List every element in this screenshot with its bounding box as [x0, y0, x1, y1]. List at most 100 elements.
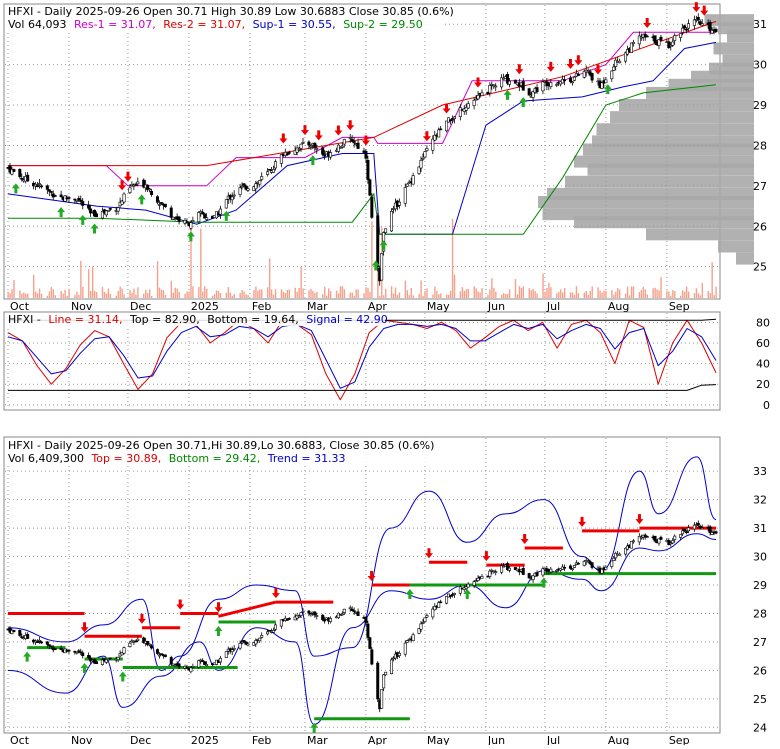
- volume-bar: [426, 288, 428, 298]
- volume-bar: [119, 286, 121, 298]
- price-candle-body: [561, 79, 565, 84]
- price-candle-body: [458, 107, 462, 117]
- trend-candle-body: [315, 615, 319, 617]
- price-candle-body: [417, 166, 421, 174]
- trend-candle-body: [26, 634, 30, 639]
- price-candle-body: [549, 82, 553, 87]
- volume-bar: [404, 280, 407, 298]
- trend-candle-body: [653, 535, 657, 542]
- trend-sell-arrow-icon: [424, 548, 433, 559]
- trend-trend-label: Trend = 31.33: [267, 452, 346, 465]
- sell-arrow-icon: [442, 103, 451, 114]
- trend-candle-body: [49, 645, 53, 648]
- volume-bar: [156, 261, 159, 298]
- price-x-tick-label: Aug: [608, 300, 629, 313]
- volume-bar: [286, 290, 289, 298]
- volume-profile: [538, 14, 754, 265]
- trend-candle-body: [488, 570, 492, 577]
- volume-bar: [398, 292, 401, 298]
- volume-bar: [192, 286, 194, 298]
- price-candle-body: [232, 194, 236, 197]
- volume-bar: [322, 294, 324, 298]
- trend-candle-body: [73, 650, 77, 653]
- volume-bar: [501, 294, 503, 298]
- price-candle-body: [134, 184, 138, 186]
- trend-candle-body: [458, 586, 462, 594]
- volume-bar: [272, 294, 275, 298]
- trend-candle-body: [224, 651, 228, 658]
- volume-bar: [392, 293, 395, 298]
- price-candle-body: [230, 196, 234, 201]
- volume-bar: [211, 295, 214, 298]
- trend-candle-body: [120, 652, 124, 656]
- trend-candle-body: [191, 665, 195, 668]
- trend-candle-body: [366, 623, 370, 638]
- volume-bar: [674, 291, 676, 298]
- price-candle-body: [637, 35, 641, 45]
- volume-bar: [693, 293, 696, 298]
- price-candle-body: [541, 81, 545, 92]
- volume-bar: [105, 293, 108, 298]
- price-candle-body: [671, 41, 675, 46]
- volume-bar: [38, 288, 41, 298]
- trend-candle-body: [618, 553, 622, 556]
- trend-candle-body: [714, 531, 718, 534]
- volume-bar: [461, 287, 464, 298]
- sell-arrow-icon: [574, 55, 583, 66]
- buy-arrow-icon: [308, 155, 317, 166]
- sell-arrow-icon: [474, 77, 483, 88]
- trend-candle-body: [474, 580, 478, 583]
- sup1-label: Sup-1 = 30.55,: [253, 18, 336, 31]
- volume-bar: [327, 288, 330, 298]
- volume-bar: [326, 295, 328, 298]
- trend-candle-body: [81, 652, 85, 657]
- trend-candle-body: [238, 643, 242, 649]
- volume-bar: [383, 295, 385, 298]
- volume-bar: [310, 288, 312, 298]
- volume-bar: [13, 279, 15, 298]
- trend-buy-arrow-icon: [118, 671, 127, 682]
- price-candle-body: [189, 222, 193, 229]
- price-candle-body: [18, 169, 22, 178]
- trend-candle-body: [148, 643, 152, 646]
- price-candle-body: [157, 204, 161, 206]
- trend-candle-body: [37, 639, 41, 642]
- price-candle-body: [423, 151, 427, 158]
- volume-profile-bar: [619, 99, 754, 112]
- price-x-tick-label: May: [427, 300, 450, 313]
- trend-candle-body: [612, 557, 616, 561]
- price-candle-body: [421, 157, 425, 160]
- volume-bar: [101, 286, 104, 298]
- volume-bar: [270, 289, 273, 298]
- trend-candle-body: [59, 647, 63, 650]
- volume-bar: [202, 291, 204, 298]
- trend-band-lower: [7, 533, 717, 725]
- price-candle-body: [218, 208, 222, 215]
- price-candle-body: [340, 145, 344, 148]
- trend-candle-body: [568, 565, 572, 569]
- volume-bar: [418, 293, 420, 298]
- volume-bar: [298, 287, 300, 298]
- volume-bar: [424, 290, 426, 298]
- buy-arrow-icon: [137, 194, 146, 205]
- trend-candle-body: [500, 565, 504, 573]
- osc-symbol: HFXI -: [8, 313, 41, 326]
- trend-candle-body: [299, 612, 303, 616]
- volume-bar: [253, 290, 255, 298]
- trend-candle-body: [87, 655, 91, 659]
- volume-bar: [406, 290, 409, 298]
- price-candle-body: [191, 220, 195, 222]
- trend-candle-body: [448, 595, 452, 597]
- volume-bar: [339, 286, 342, 298]
- price-candle-body: [67, 197, 71, 199]
- volume-bar: [48, 291, 51, 298]
- volume-bar: [229, 292, 232, 298]
- axis-labels: OctOctNovNovDecDec20252025FebFebMarMarAp…: [10, 18, 770, 747]
- volume-bar: [534, 291, 536, 298]
- volume-bar: [40, 293, 43, 298]
- price-candle-body: [513, 79, 517, 84]
- trend-candle-body: [258, 637, 262, 642]
- volume-bar: [62, 293, 64, 298]
- trend-x-tick-label: Sep: [669, 734, 690, 745]
- price-candle-body: [643, 33, 647, 38]
